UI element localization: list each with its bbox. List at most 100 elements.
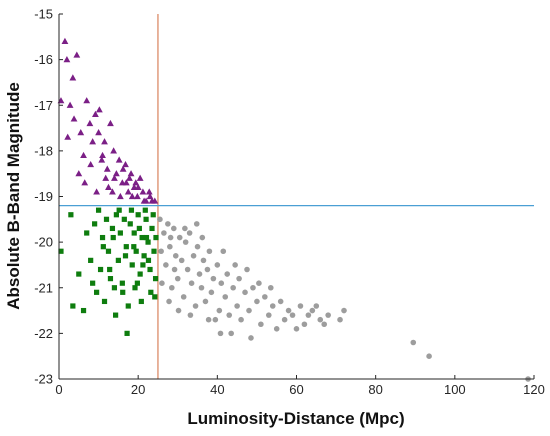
square-point <box>143 216 149 222</box>
circle-point <box>158 248 164 255</box>
square-point <box>95 207 102 213</box>
circle-point <box>165 221 171 227</box>
circle-point <box>218 280 225 286</box>
circle-point <box>410 339 417 346</box>
square-point <box>137 271 143 277</box>
triangle-point <box>126 174 133 181</box>
circle-point <box>210 275 217 282</box>
square-point <box>122 253 129 259</box>
y-tick-label: -22 <box>34 326 53 341</box>
triangle-point <box>134 183 142 190</box>
square-point <box>99 234 106 241</box>
circle-point <box>313 303 320 309</box>
square-point <box>131 230 137 236</box>
square-point <box>58 248 64 254</box>
circle-point <box>224 271 231 277</box>
square-point <box>143 234 150 241</box>
triangle-point <box>64 133 72 140</box>
circle-point <box>174 275 181 282</box>
circle-point <box>166 298 172 305</box>
triangle-point <box>146 192 154 200</box>
square-point <box>132 285 138 291</box>
triangle-point <box>136 174 144 181</box>
circle-point <box>289 312 296 318</box>
square-point <box>100 244 106 250</box>
circle-point <box>242 289 248 296</box>
triangle-point <box>93 188 101 195</box>
square-point <box>110 234 116 241</box>
triangle-point <box>81 179 89 186</box>
triangle-point <box>145 188 153 195</box>
circle-point <box>293 326 300 332</box>
circle-point <box>178 257 185 264</box>
circle-point <box>182 225 188 232</box>
square-point <box>150 212 156 218</box>
square-point <box>119 280 125 286</box>
circle-point <box>172 253 179 259</box>
square-point <box>149 225 155 232</box>
triangle-point <box>66 101 74 108</box>
triangle-point <box>80 151 87 159</box>
circle-point <box>236 275 242 282</box>
circle-point <box>309 307 316 314</box>
x-tick-label: 120 <box>523 382 545 397</box>
circle-point <box>204 266 211 273</box>
circle-point <box>208 289 215 296</box>
square-point <box>97 266 104 273</box>
circle-point <box>192 303 199 309</box>
triangle-point <box>122 179 130 186</box>
circle-point <box>217 330 224 337</box>
y-tick-label: -18 <box>34 143 53 158</box>
square-point <box>134 280 140 286</box>
triangle-point <box>140 197 148 204</box>
circle-point <box>186 230 193 236</box>
triangle-point <box>95 106 103 113</box>
circle-point <box>297 303 304 309</box>
circle-point <box>202 298 209 305</box>
circle-point <box>337 316 343 323</box>
square-point <box>113 312 119 318</box>
square-point <box>101 298 108 305</box>
circle-point <box>206 248 213 255</box>
triangle-point <box>98 156 106 163</box>
plot-area <box>59 14 534 379</box>
triangle-point <box>111 174 118 181</box>
circle-point <box>248 335 254 341</box>
square-point <box>68 212 74 218</box>
circle-point <box>196 271 203 277</box>
circle-point <box>194 243 201 250</box>
y-tick-label: -15 <box>34 7 53 22</box>
circle-point <box>161 230 167 236</box>
circle-point <box>199 234 206 241</box>
circle-point <box>301 321 308 328</box>
circle-point <box>234 303 240 309</box>
triangle-point <box>83 97 91 104</box>
square-point <box>88 257 94 263</box>
triangle-point <box>99 151 106 159</box>
circle-point <box>167 243 173 250</box>
triangle-point <box>115 156 123 163</box>
square-point <box>136 225 142 232</box>
square-point <box>142 207 148 213</box>
circle-point <box>258 321 264 328</box>
circle-point <box>184 266 191 273</box>
triangle-point <box>89 138 97 145</box>
reference-lines <box>59 14 534 379</box>
circle-point <box>167 234 174 241</box>
triangle-point <box>127 170 135 177</box>
triangle-point <box>77 129 85 136</box>
square-point <box>70 303 76 309</box>
triangle-point <box>61 37 69 44</box>
x-axis-label: Luminosity-Distance (Mpc) <box>187 409 404 428</box>
y-tick-label: -23 <box>34 372 53 387</box>
circle-point <box>175 307 182 314</box>
circle-point <box>262 294 268 300</box>
x-tick-label: 80 <box>368 382 382 397</box>
circle-point <box>200 257 207 264</box>
circle-point <box>159 280 165 286</box>
circle-point <box>273 326 280 332</box>
x-tick-label: 60 <box>289 382 303 397</box>
square-point <box>107 276 114 282</box>
square-point <box>92 221 98 227</box>
